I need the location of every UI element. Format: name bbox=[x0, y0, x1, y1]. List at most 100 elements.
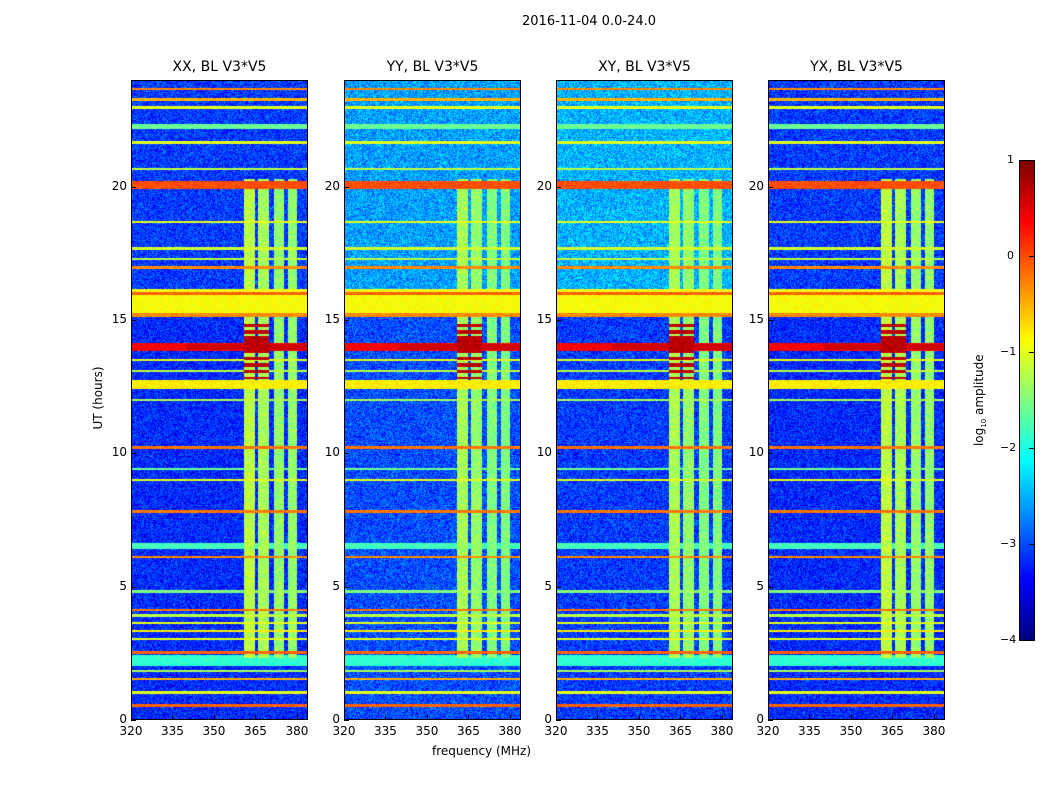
y-tick-label: 20 bbox=[111, 178, 127, 193]
x-tick-label: 350 bbox=[202, 724, 226, 738]
x-tick-mark bbox=[892, 715, 894, 720]
y-tick-mark bbox=[768, 720, 773, 721]
colorbar-tick-mark bbox=[1029, 448, 1034, 449]
y-tick-label: 5 bbox=[119, 578, 127, 593]
x-tick-label: 320 bbox=[544, 724, 568, 738]
x-tick-label: 350 bbox=[627, 724, 651, 738]
y-tick-label: 0 bbox=[119, 712, 127, 726]
x-tick-mark bbox=[172, 715, 174, 720]
y-tick-label: 15 bbox=[111, 312, 127, 326]
x-tick-label: 320 bbox=[332, 724, 356, 738]
y-tick-mark bbox=[556, 586, 561, 588]
y-tick-mark bbox=[768, 320, 773, 321]
y-tick-label: 0 bbox=[544, 712, 552, 726]
y-tick-label: 5 bbox=[756, 578, 764, 593]
x-tick-mark bbox=[255, 715, 257, 720]
colorbar-tick-mark bbox=[1029, 352, 1034, 353]
x-tick-label: 380 bbox=[498, 724, 522, 738]
heatmap-panel bbox=[344, 80, 521, 720]
y-tick-mark bbox=[131, 453, 136, 455]
y-tick-label: 20 bbox=[536, 178, 552, 193]
y-tick-mark bbox=[556, 186, 561, 188]
x-tick-label: 380 bbox=[922, 724, 946, 738]
y-tick-label: 5 bbox=[544, 578, 552, 593]
y-tick-label: 5 bbox=[332, 578, 340, 593]
x-tick-mark bbox=[850, 715, 852, 720]
heatmap-panel bbox=[768, 80, 945, 720]
y-tick-label: 15 bbox=[748, 312, 764, 326]
colorbar-gradient bbox=[1020, 161, 1034, 640]
x-tick-mark bbox=[638, 715, 640, 720]
y-tick-mark bbox=[131, 186, 136, 188]
x-tick-label: 335 bbox=[161, 724, 184, 738]
y-tick-mark bbox=[344, 186, 349, 188]
x-tick-mark bbox=[131, 715, 132, 720]
y-tick-mark bbox=[768, 186, 773, 188]
colorbar-label: log10 amplitude bbox=[972, 345, 988, 455]
x-tick-mark bbox=[597, 715, 599, 720]
heatmap-image bbox=[557, 81, 732, 719]
y-tick-mark bbox=[556, 453, 561, 455]
colorbar-tick-label: −2 bbox=[1000, 441, 1017, 454]
x-tick-mark bbox=[385, 715, 387, 720]
y-axis-label: UT (hours) bbox=[91, 366, 105, 430]
y-tick-label: 10 bbox=[748, 445, 764, 460]
heatmap-image bbox=[345, 81, 520, 719]
x-tick-mark bbox=[509, 715, 511, 720]
heatmap-panel bbox=[131, 80, 308, 720]
x-tick-mark bbox=[680, 715, 682, 720]
x-tick-label: 380 bbox=[285, 724, 309, 738]
x-tick-mark bbox=[809, 715, 811, 720]
panel-title: YY, BL V3*V5 bbox=[386, 59, 479, 75]
y-tick-label: 20 bbox=[748, 178, 764, 193]
colorbar-tick-label: −4 bbox=[1000, 633, 1017, 646]
x-tick-label: 380 bbox=[710, 724, 734, 738]
y-tick-label: 20 bbox=[324, 178, 340, 193]
colorbar-tick-mark bbox=[1029, 640, 1034, 641]
colorbar-tick-label: 1 bbox=[1007, 153, 1014, 166]
x-tick-label: 320 bbox=[756, 724, 780, 738]
heatmap-image bbox=[769, 81, 944, 719]
y-tick-mark bbox=[131, 320, 136, 321]
colorbar-tick-label: −3 bbox=[1000, 537, 1017, 550]
colorbar-tick-label: −1 bbox=[1000, 345, 1017, 358]
panel-title: XX, BL V3*V5 bbox=[172, 59, 267, 75]
x-tick-mark bbox=[213, 715, 215, 720]
x-tick-mark bbox=[768, 715, 769, 720]
x-tick-label: 365 bbox=[244, 724, 267, 738]
x-tick-label: 335 bbox=[586, 724, 609, 738]
x-axis-label: frequency (MHz) bbox=[432, 744, 532, 758]
x-tick-label: 320 bbox=[119, 724, 143, 738]
colorbar-tick-mark bbox=[1029, 160, 1034, 161]
y-tick-mark bbox=[344, 453, 349, 455]
colorbar-tick-mark bbox=[1029, 256, 1034, 257]
heatmap-image bbox=[132, 81, 307, 719]
x-tick-label: 365 bbox=[881, 724, 904, 738]
colorbar-label-tail: amplitude bbox=[971, 354, 986, 419]
y-tick-label: 10 bbox=[111, 445, 127, 460]
x-tick-mark bbox=[426, 715, 428, 720]
y-tick-label: 10 bbox=[324, 445, 340, 460]
x-tick-label: 350 bbox=[415, 724, 439, 738]
x-tick-label: 335 bbox=[374, 724, 397, 738]
x-tick-mark bbox=[296, 715, 298, 720]
y-tick-mark bbox=[344, 320, 349, 321]
panel-title: XY, BL V3*V5 bbox=[598, 59, 691, 75]
panel-title: YX, BL V3*V5 bbox=[810, 59, 903, 75]
colorbar-label-main: log bbox=[971, 427, 986, 447]
y-tick-mark bbox=[768, 453, 773, 455]
x-tick-mark bbox=[721, 715, 723, 720]
figure-title: 2016-11-04 0.0-24.0 bbox=[522, 14, 656, 29]
x-tick-label: 335 bbox=[798, 724, 821, 738]
colorbar-label-sub: 10 bbox=[980, 418, 989, 428]
x-tick-mark bbox=[556, 715, 557, 720]
y-tick-mark bbox=[768, 586, 773, 588]
y-tick-label: 15 bbox=[324, 312, 340, 326]
x-tick-mark bbox=[468, 715, 470, 720]
y-tick-mark bbox=[131, 720, 136, 721]
colorbar bbox=[1019, 160, 1035, 641]
y-tick-mark bbox=[556, 720, 561, 721]
x-tick-mark bbox=[933, 715, 935, 720]
y-tick-label: 0 bbox=[756, 712, 764, 726]
